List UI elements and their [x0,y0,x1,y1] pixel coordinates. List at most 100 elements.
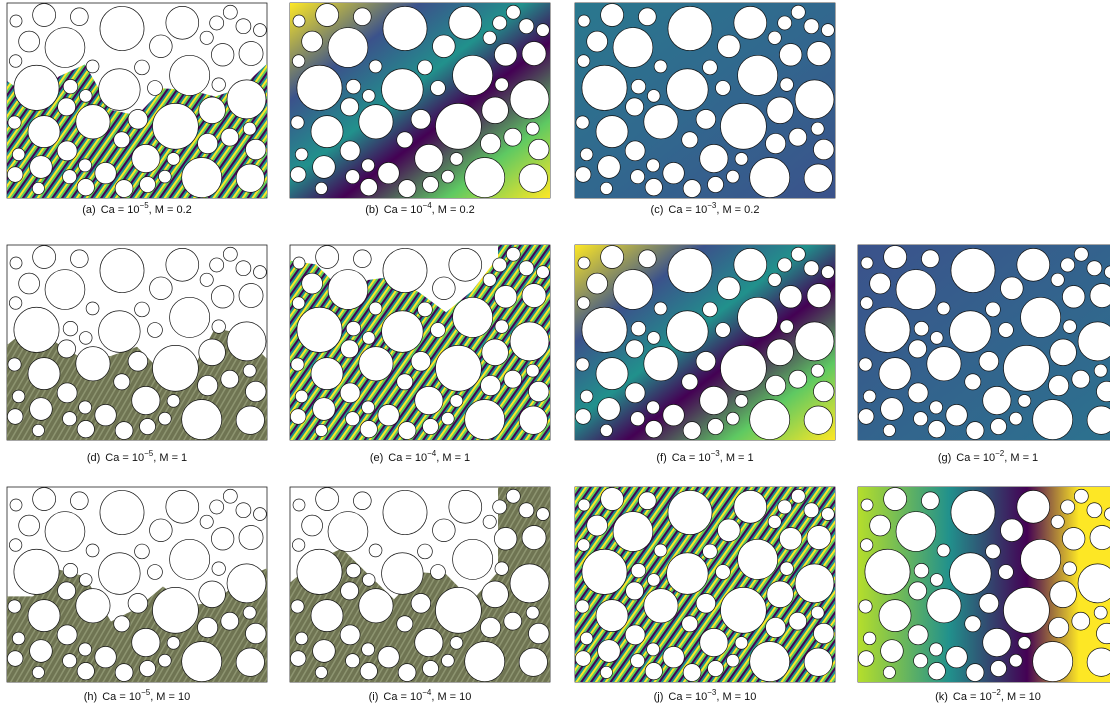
grain [581,64,628,111]
grain [253,265,267,279]
grain [509,563,550,604]
grain [353,491,372,511]
grain [312,639,336,663]
grain [734,394,749,408]
grain [1009,653,1023,668]
caption-label: (e) [370,452,383,464]
caption-m: , M = 1 [153,452,187,464]
grain [577,54,591,68]
grain [666,552,709,595]
grain [11,631,26,646]
grain [1017,394,1032,408]
grain [945,646,968,669]
grain [1009,411,1023,426]
grain [220,127,240,147]
grain [862,389,877,404]
grain [1020,296,1062,338]
grain [290,650,307,667]
grain [492,257,508,273]
grain [810,363,825,378]
grain [492,499,508,515]
grain [75,346,111,382]
grain [7,650,24,667]
grain [94,404,117,427]
grain [949,310,992,353]
grain [449,152,464,166]
grain [417,543,433,560]
grain [1104,265,1110,279]
grain [908,339,927,359]
caption-ca: Ca = 10 [101,204,140,216]
grain [158,653,172,668]
grain [767,30,782,45]
caption-label: (h) [84,691,97,703]
grain [294,631,309,646]
grain [11,389,26,404]
grain [9,296,23,310]
grain [720,587,767,634]
grain [810,121,825,136]
grain [790,246,806,262]
grain [858,408,875,425]
grain [945,404,968,427]
grain [907,624,929,646]
grain [362,573,376,587]
grain [139,176,156,193]
grain [630,169,646,185]
grain [790,488,806,504]
grain [794,563,835,604]
grain [382,490,428,535]
grain [1048,617,1070,639]
grain [749,399,791,440]
grain [521,41,547,66]
grain [647,331,661,345]
grain [536,23,550,37]
grain [345,653,361,669]
grain [518,18,535,35]
grain [290,408,307,425]
grain [361,158,375,173]
grain [509,321,550,362]
grain [1016,490,1051,524]
grain [595,357,629,390]
caption: (j) Ca = 10−3, M = 10 [654,688,757,703]
grain [361,400,375,415]
grain [733,6,768,40]
grain [1032,399,1074,440]
grain [310,115,344,148]
grain [575,357,590,372]
panel-image [6,2,268,199]
grain [788,369,808,389]
grain [9,538,23,552]
grain [292,498,306,512]
grain [528,622,550,645]
grain [794,79,835,120]
caption-exponent: −4 [423,201,433,210]
grain [57,581,76,601]
grain [11,147,26,162]
grain [114,663,134,682]
grain [779,319,794,334]
grain [667,490,713,535]
grain [964,373,982,391]
grain [702,59,718,76]
grain [597,639,621,663]
grain [647,89,661,103]
caption-ca: Ca = 10 [668,691,707,703]
grain [630,78,647,95]
grain [702,543,718,560]
grain [235,260,252,277]
grain [653,301,668,316]
grain [926,588,962,624]
grain [715,564,731,580]
grain [630,653,646,669]
grain [76,420,95,439]
grain [653,543,668,558]
grain [806,525,832,550]
grain [612,27,654,68]
grain [70,491,89,511]
grain [936,301,951,316]
grain [895,511,937,552]
grain [525,363,540,378]
